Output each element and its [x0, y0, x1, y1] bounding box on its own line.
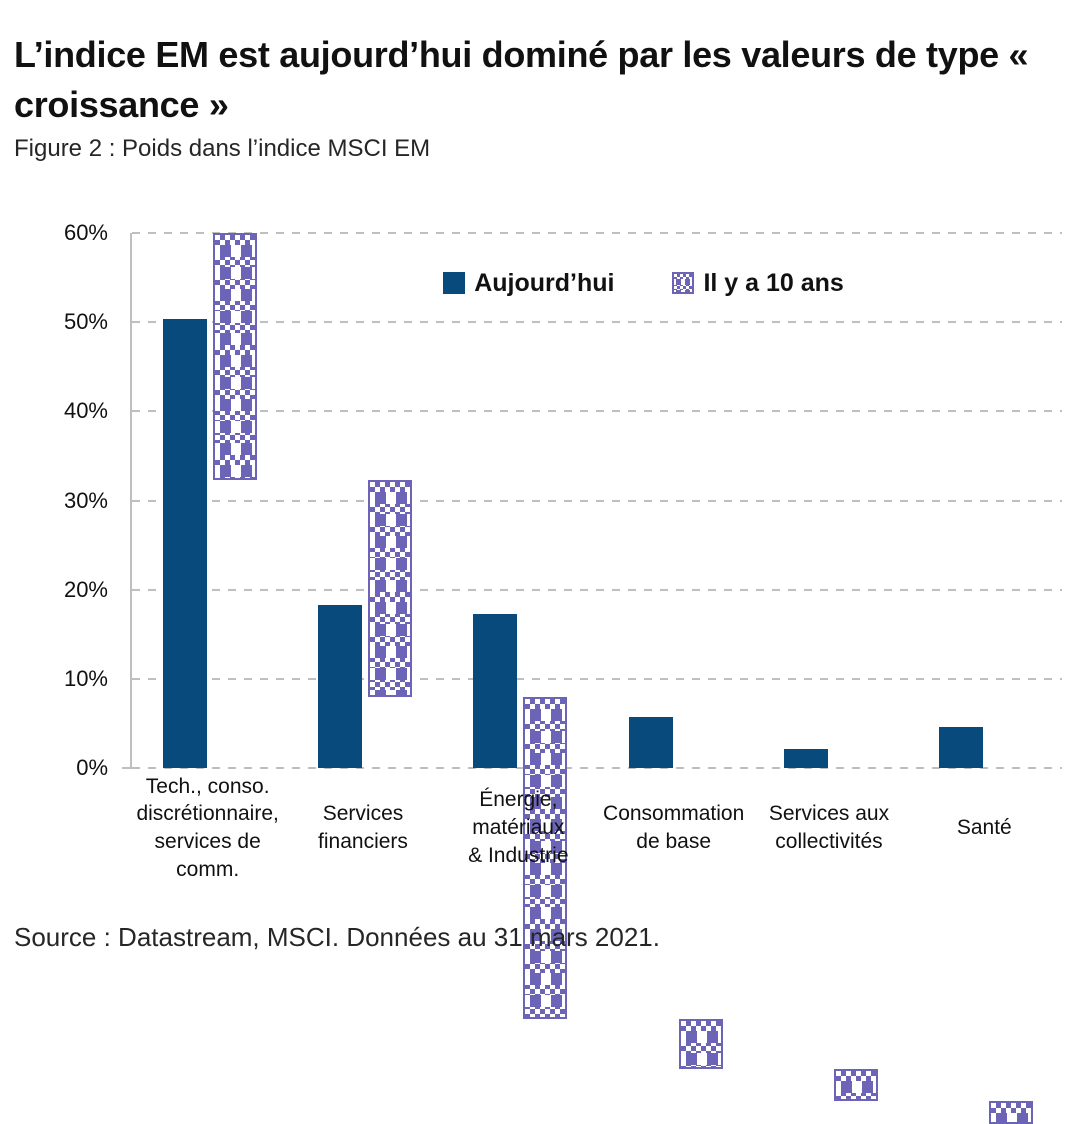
figure-caption: Figure 2 : Poids dans l’indice MSCI EM: [14, 135, 431, 162]
y-tick-label-40%: 40%: [63, 398, 108, 424]
category-label-line: Énergie,: [479, 788, 558, 812]
legend-label-10-ans: Il y a 10 ans: [703, 268, 844, 297]
plot-area: [122, 232, 1062, 1124]
page-title: L’indice EM est aujourd’hui dominé par l…: [14, 34, 1029, 125]
y-tick-label-50%: 50%: [63, 309, 108, 335]
bar-10-ans-6: [989, 1101, 1034, 1124]
bar-today-3: [473, 613, 518, 768]
bar-10-ans-1: [212, 233, 257, 480]
legend-item-today: Aujourd’hui: [443, 269, 614, 298]
bar-today-6: [939, 727, 984, 768]
category-label-line: Consommation: [603, 802, 745, 826]
x-axis-tick: [122, 767, 132, 769]
y-tick-label-60%: 60%: [63, 220, 108, 245]
bar-10-ans-3: [523, 696, 568, 1020]
gridline-30%: [132, 499, 1062, 502]
category-label-1: Tech., conso. discrétionnaire, services de…: [130, 773, 285, 884]
gridline-40%: [132, 410, 1062, 413]
bar-10-ans-4: [678, 1019, 723, 1070]
category-label-line: matériaux: [472, 816, 565, 840]
category-label-line: discrétionnaire,: [136, 802, 279, 826]
bar-today-5: [784, 749, 828, 768]
category-label-3: Énergie, matériaux & Industrie: [441, 786, 596, 869]
category-label-5: Services aux collectivités: [751, 800, 906, 855]
bar-today-2: [318, 604, 362, 768]
category-label-2: Services financiers: [285, 800, 440, 855]
category-label-line: financiers: [318, 830, 408, 853]
category-label-6: Santé: [907, 814, 1062, 842]
category-label-line: & Industrie: [468, 843, 569, 867]
category-axis-labels: Tech., conso. discrétionnaire, services de…: [130, 775, 1062, 881]
category-label-4: Consommation de base: [596, 800, 751, 855]
y-tick-label-30%: 30%: [63, 487, 108, 513]
bar-today-1: [162, 318, 207, 768]
category-label-line: collectivités: [775, 830, 883, 853]
gridline-50%: [132, 321, 1062, 324]
y-tick-label-20%: 20%: [63, 576, 108, 602]
y-tick-label-0%: 0%: [76, 755, 108, 780]
category-label-line: de base: [636, 830, 712, 853]
legend-swatch-today: [443, 272, 466, 294]
category-label-line: Services aux: [768, 802, 890, 826]
legend-label-today: Aujourd’hui: [474, 268, 615, 297]
legend: Aujourd’hui Il y a 10 ans: [130, 264, 1062, 302]
gridline-0%: [132, 767, 1062, 769]
category-label-line: Services: [322, 802, 404, 826]
y-tick-label-10%: 10%: [63, 665, 108, 691]
bar-10-ans-2: [368, 480, 412, 697]
legend-item-10-ans: Il y a 10 ans: [672, 268, 844, 298]
category-label-line: Santé: [956, 816, 1012, 840]
bar-10-ans-5: [834, 1069, 878, 1102]
gridline-10%: [132, 677, 1062, 680]
category-label-line: Tech., conso.: [145, 774, 270, 798]
gridline-60%: [132, 232, 1062, 234]
source-note: Source : Datastream, MSCI. Données au 31…: [14, 922, 660, 952]
gridline-20%: [132, 588, 1062, 591]
bar-today-4: [628, 717, 673, 768]
legend-swatch-10-ans: [672, 272, 695, 294]
category-label-line: services de comm.: [154, 830, 261, 881]
